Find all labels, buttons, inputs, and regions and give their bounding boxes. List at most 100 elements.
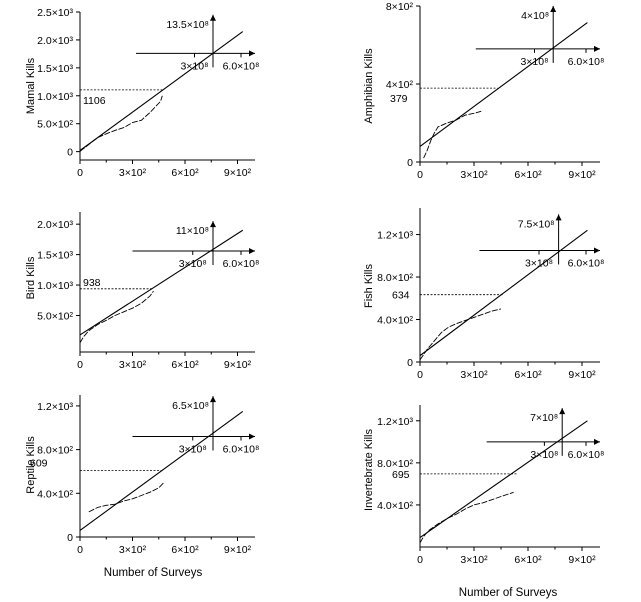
data-series xyxy=(423,110,482,159)
x-tick-label: 6×10² xyxy=(171,544,199,556)
x-axis-title-left: Number of Surveys xyxy=(104,567,203,579)
y-tick-label: 8.0×10² xyxy=(377,272,413,284)
fit-line xyxy=(79,229,244,336)
y-tick-label: 4.0×10² xyxy=(37,488,73,500)
inset-left-label: 3×10⁸ xyxy=(180,60,208,72)
x-tick-label: 0 xyxy=(417,554,423,566)
y-tick-label: 8.0×10² xyxy=(37,445,73,457)
x-tick-label: 6×10² xyxy=(171,359,199,371)
y-tick-label: 1.5×10³ xyxy=(37,63,73,75)
y-axis-label: Bird Kills xyxy=(25,256,37,299)
inset-top-label: 7.5×10⁸ xyxy=(518,218,555,230)
inset-v-arrow xyxy=(559,408,566,415)
inset-h-arrow xyxy=(249,433,255,440)
y-tick-label: 0 xyxy=(407,157,413,169)
chart-mammal: Mamal Kills 0 3×10² 6×10² 9×10² 0 5.0×10² 1.0×1… xyxy=(25,7,259,179)
data-series xyxy=(88,482,165,513)
y-tick-label: 1.2×10³ xyxy=(377,230,413,242)
chart-invertebrate: Invertebrate Kills 0 3×10² 6×10² 9×10² 4.0×10… xyxy=(363,405,604,566)
x-tick-label: 0 xyxy=(77,167,83,179)
x-tick-label: 6×10² xyxy=(514,169,542,181)
inset-left-label: 3×10⁸ xyxy=(530,449,558,461)
x-tick-label: 0 xyxy=(77,359,83,371)
x-tick-label: 9×10² xyxy=(224,359,252,371)
chart-amphibian: Amphibian Kills 0 3×10² 6×10² 9×10² 0 4×10² 8×1… xyxy=(363,1,604,181)
y-tick-label: 2.0×10³ xyxy=(37,219,73,231)
y-axis-label: Invertebrate Kills xyxy=(363,429,375,511)
y-tick-label: 4.0×10² xyxy=(377,315,413,327)
x-tick-label: 0 xyxy=(417,169,423,181)
y-tick-label: 1.2×10³ xyxy=(377,416,413,428)
y-tick-label: 2.5×10³ xyxy=(37,7,73,19)
inset-right-label: 6.0×10⁸ xyxy=(568,449,605,461)
y-tick-label: 1.0×10³ xyxy=(37,280,73,292)
inset-left-label: 3×10⁸ xyxy=(520,56,548,68)
inset-h-arrow xyxy=(249,50,255,57)
y-tick-label: 5.0×10² xyxy=(37,310,73,322)
data-series xyxy=(79,290,154,344)
y-tick-label: 1.5×10³ xyxy=(37,250,73,262)
inset-right-label: 6.0×10⁸ xyxy=(568,257,605,269)
x-tick-label: 9×10² xyxy=(224,544,252,556)
y-tick-label: 0 xyxy=(407,357,413,369)
inset-h-arrow xyxy=(594,45,600,52)
y-axis-label: Fish Kills xyxy=(363,264,375,309)
inset-top-label: 6.5×10⁸ xyxy=(172,400,209,412)
inset-h-arrow xyxy=(594,247,600,254)
reference-label: 609 xyxy=(30,457,48,469)
inset-top-label: 4×10⁸ xyxy=(521,10,549,22)
chart-bird: Bird Kills 0 3×10² 6×10² 9×10² 5.0×10² 1.0×10³… xyxy=(25,212,259,371)
y-tick-label: 4.0×10² xyxy=(377,500,413,512)
data-series xyxy=(419,491,514,544)
fit-line xyxy=(79,410,244,531)
inset-top-label: 7×10⁸ xyxy=(530,412,558,424)
y-tick-label: 2.0×10³ xyxy=(37,35,73,47)
inset-v-arrow xyxy=(210,14,216,21)
x-tick-label: 3×10² xyxy=(119,359,147,371)
inset-top-label: 11×10⁸ xyxy=(176,225,209,237)
y-tick-label: 1.2×10³ xyxy=(37,401,73,413)
inset-v-arrow xyxy=(210,396,216,403)
x-tick-label: 3×10² xyxy=(460,554,488,566)
x-tick-label: 3×10² xyxy=(119,544,147,556)
x-tick-label: 3×10² xyxy=(119,167,147,179)
chart-reptile: Reptile Kills 0 3×10² 6×10² 9×10² 0 4.0×10² 8.0… xyxy=(25,395,259,556)
fit-line xyxy=(419,420,588,538)
inset-left-label: 3×10⁸ xyxy=(179,258,207,270)
y-tick-label: 8.0×10² xyxy=(377,458,413,470)
x-tick-label: 0 xyxy=(77,544,83,556)
y-axis-label: Mamal Kills xyxy=(25,57,37,114)
x-tick-label: 6×10² xyxy=(514,369,542,381)
reference-label: 1106 xyxy=(83,95,106,107)
x-tick-label: 3×10² xyxy=(460,169,488,181)
x-tick-label: 9×10² xyxy=(568,554,596,566)
reference-label: 379 xyxy=(390,93,408,105)
x-tick-label: 6×10² xyxy=(171,167,199,179)
chart-fish: Fish Kills 0 3×10² 6×10² 9×10² 0 4.0×10² 8.0×10… xyxy=(363,208,604,381)
fit-line xyxy=(79,31,244,151)
y-tick-label: 1.0×10³ xyxy=(37,91,73,103)
y-axis-label: Amphibian Kills xyxy=(363,48,375,124)
inset-top-label: 13.5×10⁸ xyxy=(166,19,209,31)
y-tick-label: 4×10² xyxy=(386,79,414,91)
x-axis-title-right: Number of Surveys xyxy=(459,587,558,599)
inset-v-arrow xyxy=(550,6,557,12)
inset-h-arrow xyxy=(594,438,600,445)
reference-label: 695 xyxy=(392,469,410,481)
fit-line xyxy=(419,229,588,357)
y-tick-label: 0 xyxy=(67,147,73,159)
reference-label: 938 xyxy=(83,277,101,289)
inset-h-arrow xyxy=(249,247,255,254)
y-tick-label: 8×10² xyxy=(386,1,414,13)
y-axis-label: Reptile Kills xyxy=(25,436,37,494)
inset-left-label: 3×10⁸ xyxy=(525,257,553,269)
inset-v-arrow xyxy=(210,221,216,228)
inset-right-label: 6.0×10⁸ xyxy=(223,444,260,456)
y-tick-label: 5.0×10² xyxy=(37,119,73,131)
x-tick-label: 9×10² xyxy=(224,167,252,179)
inset-right-label: 6.0×10⁸ xyxy=(223,60,260,72)
inset-right-label: 6.0×10⁸ xyxy=(568,56,605,68)
fit-line xyxy=(419,22,588,147)
data-series xyxy=(419,308,502,361)
